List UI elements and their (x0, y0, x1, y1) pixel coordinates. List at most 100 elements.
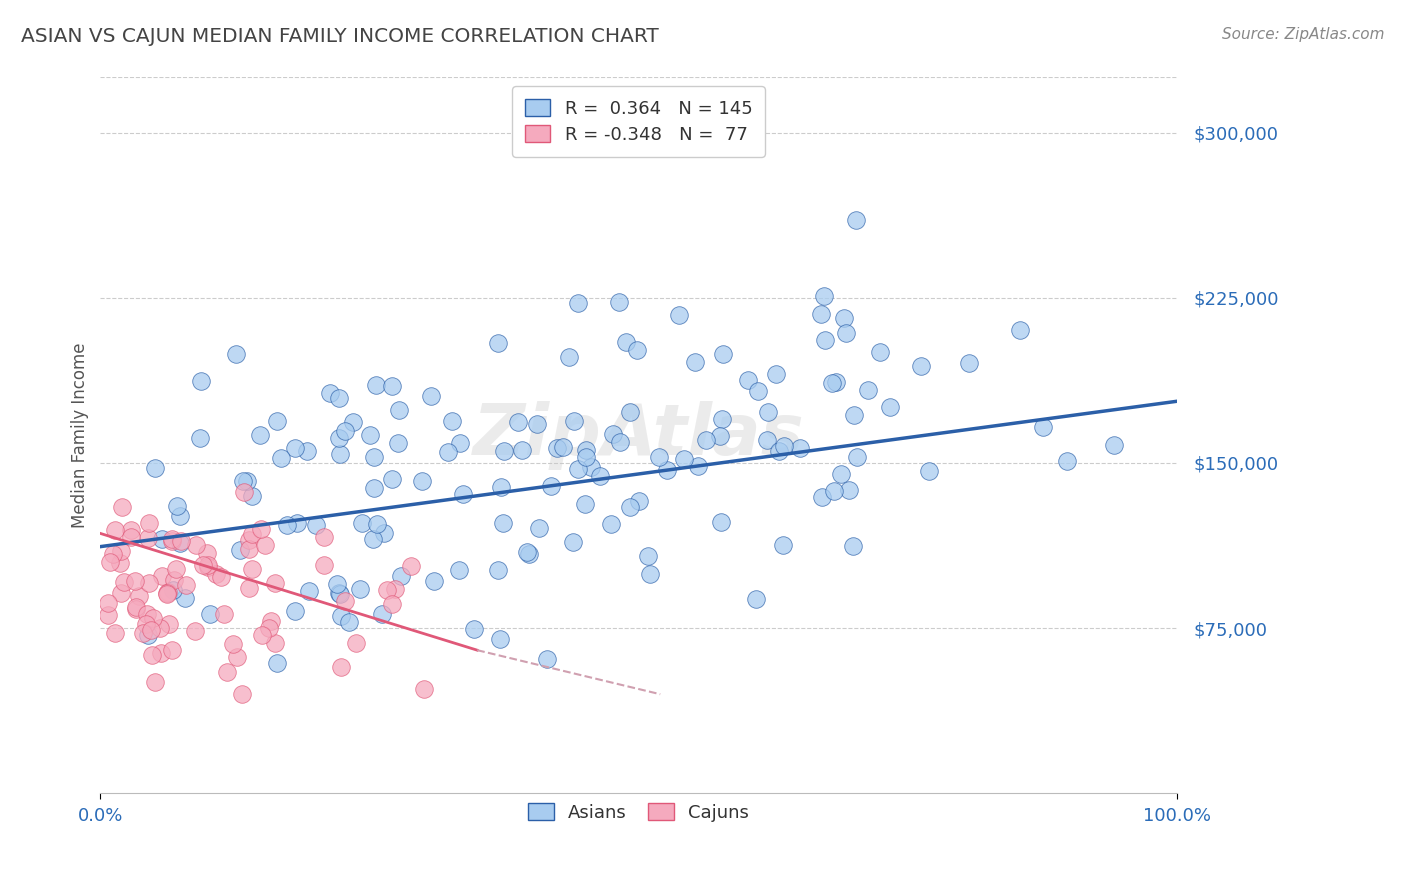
Point (260, 614, 283, 628)
Point (97, 597, 120, 611)
Point (1008, 323, 1031, 337)
Point (138, 576, 160, 591)
Point (637, 549, 659, 564)
Point (575, 450, 598, 465)
Point (212, 607, 235, 621)
Point (240, 527, 263, 541)
Point (266, 656, 288, 670)
Point (285, 516, 308, 530)
Text: ASIAN VS CAJUN MEDIAN FAMILY INCOME CORRELATION CHART: ASIAN VS CAJUN MEDIAN FAMILY INCOME CORR… (21, 27, 659, 45)
Point (132, 625, 155, 640)
Point (449, 435, 471, 450)
Point (381, 378, 404, 392)
Point (363, 532, 385, 546)
Point (319, 385, 342, 400)
Point (184, 624, 207, 638)
Point (756, 433, 779, 447)
Point (711, 346, 734, 360)
Point (349, 582, 371, 597)
Point (602, 426, 624, 441)
Point (510, 442, 533, 457)
Point (765, 367, 787, 381)
Point (139, 623, 162, 637)
Point (240, 561, 263, 575)
Point (156, 586, 179, 600)
Point (536, 652, 558, 666)
Point (526, 417, 548, 431)
Point (957, 356, 980, 370)
Point (695, 434, 717, 448)
Point (488, 632, 510, 647)
Point (250, 628, 273, 642)
Point (136, 607, 159, 621)
Point (112, 575, 135, 590)
Point (486, 562, 509, 576)
Point (163, 573, 186, 587)
Point (551, 441, 574, 455)
Point (174, 578, 197, 592)
Point (451, 487, 474, 501)
Point (257, 621, 280, 635)
Point (165, 562, 187, 576)
Point (124, 602, 146, 616)
Point (312, 530, 335, 544)
Point (619, 500, 641, 515)
Point (209, 570, 232, 584)
Point (830, 467, 852, 481)
Point (352, 516, 374, 531)
Point (329, 586, 352, 600)
Legend: Asians, Cajuns: Asians, Cajuns (516, 790, 762, 834)
Point (387, 436, 409, 450)
Point (162, 534, 184, 549)
Point (823, 483, 845, 498)
Point (141, 648, 163, 662)
Point (910, 359, 932, 373)
Point (420, 389, 443, 403)
Point (773, 439, 796, 453)
Point (363, 450, 385, 464)
Point (142, 611, 165, 625)
Text: Source: ZipAtlas.com: Source: ZipAtlas.com (1222, 27, 1385, 42)
Point (737, 373, 759, 387)
Point (335, 593, 357, 607)
Point (918, 464, 941, 478)
Point (197, 559, 219, 574)
Point (789, 442, 811, 456)
Point (150, 533, 173, 547)
Point (138, 516, 160, 531)
Point (835, 326, 858, 341)
Point (384, 582, 406, 597)
Point (373, 526, 395, 541)
Point (330, 660, 353, 674)
Point (111, 500, 134, 515)
Point (284, 604, 307, 618)
Point (328, 431, 350, 445)
Point (101, 547, 124, 561)
Point (138, 531, 160, 545)
Point (225, 346, 247, 360)
Point (125, 599, 148, 614)
Point (312, 558, 335, 572)
Point (166, 500, 188, 514)
Point (638, 566, 661, 581)
Point (249, 522, 271, 536)
Point (152, 568, 174, 582)
Point (240, 489, 263, 503)
Point (156, 584, 179, 599)
Point (371, 607, 394, 621)
Point (411, 474, 433, 488)
Point (249, 428, 271, 442)
Point (540, 479, 562, 493)
Point (364, 378, 387, 392)
Point (305, 518, 328, 533)
Point (149, 621, 172, 635)
Point (145, 460, 167, 475)
Point (685, 355, 707, 369)
Point (567, 461, 589, 475)
Point (238, 541, 260, 556)
Point (747, 384, 769, 398)
Point (103, 626, 125, 640)
Point (546, 441, 568, 455)
Point (326, 577, 349, 591)
Point (561, 535, 583, 549)
